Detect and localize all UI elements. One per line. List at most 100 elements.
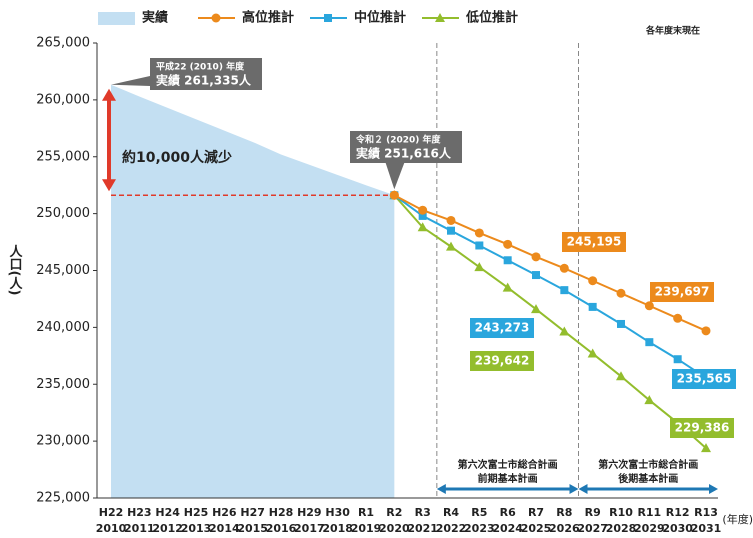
- x-tick-year: 2022: [436, 522, 467, 535]
- decrease-note: 約10,000人減少: [122, 149, 232, 166]
- legend-marker: [324, 14, 332, 22]
- x-tick-label: H27: [240, 506, 265, 519]
- marker: [588, 276, 598, 286]
- x-tick-year: 2017: [294, 522, 325, 535]
- marker: [447, 226, 455, 235]
- x-tick-label: R3: [415, 506, 431, 519]
- marker: [503, 239, 513, 249]
- x-unit: (年度): [722, 512, 753, 526]
- y-tick-label: 235,000: [36, 377, 90, 392]
- marker: [418, 211, 427, 220]
- x-tick-label: R10: [609, 506, 633, 519]
- marker: [701, 443, 711, 453]
- plan-text: 後期基本計画: [618, 472, 678, 485]
- callout-box: [150, 58, 262, 90]
- marker: [673, 313, 683, 323]
- legend-label: 中位推計: [354, 10, 406, 26]
- marker: [502, 282, 513, 292]
- marker: [474, 228, 484, 238]
- y-tick-label: 255,000: [36, 149, 90, 164]
- x-tick-label: H25: [184, 506, 209, 519]
- y-tick-label: 250,000: [36, 206, 90, 221]
- marker: [474, 262, 485, 272]
- x-tick-label: R11: [637, 506, 661, 519]
- x-tick-label: R5: [471, 506, 487, 519]
- callout-text: 実績 261,335人: [156, 73, 252, 88]
- arrow-head: [436, 484, 446, 494]
- marker: [673, 355, 682, 364]
- marker: [418, 205, 428, 215]
- legend-swatch: [98, 12, 135, 25]
- arrow-head: [102, 179, 116, 192]
- marker: [559, 326, 570, 336]
- x-tick-label: H22: [99, 506, 124, 519]
- marker: [560, 286, 569, 295]
- x-tick-label: R9: [585, 506, 601, 519]
- x-tick-label: H28: [269, 506, 294, 519]
- callout-pointer: [111, 76, 150, 86]
- x-tick-label: R6: [500, 506, 516, 519]
- marker: [644, 301, 654, 311]
- x-tick-year: 2013: [181, 522, 212, 535]
- x-tick-label: H24: [155, 506, 180, 519]
- note: 各年度末現在: [645, 25, 700, 37]
- x-tick-label: H29: [297, 506, 322, 519]
- x-tick-year: 2014: [209, 522, 240, 535]
- value-label: 229,386: [675, 421, 730, 435]
- x-tick-label: R12: [666, 506, 690, 519]
- x-tick-year: 2012: [152, 522, 183, 535]
- y-tick-label: 245,000: [36, 263, 90, 278]
- x-tick-label: H23: [127, 506, 152, 519]
- marker: [417, 222, 428, 232]
- area: [111, 84, 395, 498]
- callout-text: 平成22 (2010) 年度: [156, 61, 245, 73]
- callout-text: 実績 251,616人: [356, 146, 452, 161]
- x-tick-year: 2023: [464, 522, 495, 535]
- y-tick-label: 240,000: [36, 320, 90, 335]
- x-tick-year: 2011: [124, 522, 155, 535]
- x-tick-year: 2027: [577, 522, 608, 535]
- value-label: 245,195: [567, 235, 622, 249]
- legend-label: 実績: [142, 10, 168, 26]
- marker: [389, 190, 399, 200]
- value-label-box: [672, 369, 736, 389]
- x-tick-year: 2028: [606, 522, 637, 535]
- x-tick-year: 2025: [521, 522, 552, 535]
- x-tick-label: R8: [556, 506, 572, 519]
- marker: [559, 263, 569, 273]
- marker: [587, 348, 598, 358]
- x-tick-year: 2015: [237, 522, 268, 535]
- x-tick-label: R13: [694, 506, 718, 519]
- arrow-head: [102, 88, 116, 101]
- value-label-box: [670, 418, 734, 438]
- legend-label: 低位推計: [465, 10, 518, 26]
- x-tick-year: 2020: [379, 522, 410, 535]
- x-tick-year: 2016: [266, 522, 297, 535]
- marker: [616, 371, 626, 381]
- marker: [531, 304, 541, 314]
- arrow-head: [578, 484, 588, 494]
- x-tick-label: R4: [443, 506, 459, 519]
- marker: [645, 338, 654, 347]
- arrow-head: [709, 484, 718, 494]
- marker: [532, 271, 540, 280]
- line: [393, 194, 707, 449]
- x-tick-year: 2018: [322, 522, 353, 535]
- y-tick-label: 230,000: [36, 434, 90, 449]
- line: [393, 194, 707, 379]
- x-tick-year: 2030: [662, 522, 693, 535]
- value-label-box: [470, 351, 534, 371]
- marker: [446, 215, 456, 225]
- value-label-box: [470, 318, 534, 338]
- legend-marker: [435, 13, 445, 22]
- y-tick-label: 265,000: [36, 36, 90, 51]
- marker: [531, 252, 541, 262]
- x-tick-year: 2019: [351, 522, 382, 535]
- callout-pointer: [385, 161, 405, 190]
- y-axis-label: 人口(人): [7, 244, 23, 295]
- plan-text: 第六次富士市総合計画: [598, 458, 698, 471]
- x-tick-year: 2024: [492, 522, 523, 535]
- x-tick-label: R7: [528, 506, 544, 519]
- x-tick-label: H30: [325, 506, 350, 519]
- arrow-head: [569, 484, 579, 494]
